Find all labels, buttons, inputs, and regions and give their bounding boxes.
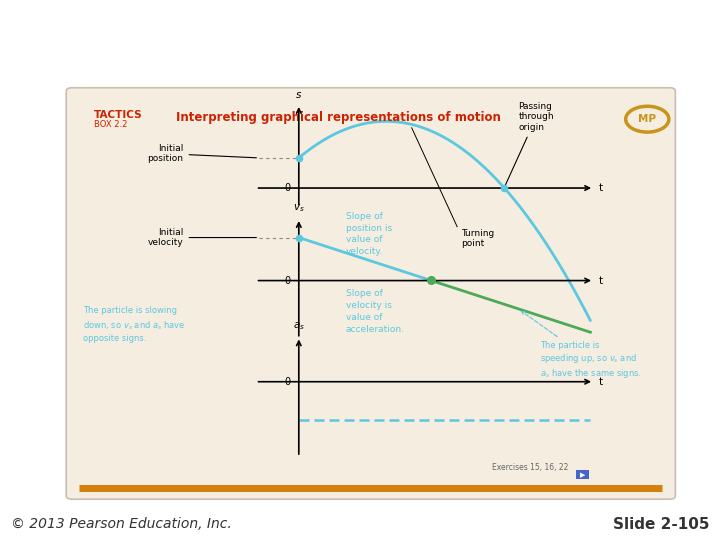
Text: MP: MP <box>638 114 657 124</box>
Text: t: t <box>599 377 603 387</box>
Text: Interpreting graphical representations of motion: Interpreting graphical representations o… <box>176 111 501 124</box>
Text: Slope of
velocity is
value of
acceleration.: Slope of velocity is value of accelerati… <box>346 289 405 334</box>
Text: of Motion: of Motion <box>13 49 148 73</box>
Text: The particle is
speeding up, so $v_s$ and
$a_s$ have the same signs.: The particle is speeding up, so $v_s$ an… <box>521 311 642 380</box>
Text: Slide 2-105: Slide 2-105 <box>613 517 709 532</box>
Text: © 2013 Pearson Education, Inc.: © 2013 Pearson Education, Inc. <box>11 517 232 531</box>
Text: Slope of
position is
value of
velocity.: Slope of position is value of velocity. <box>346 212 392 256</box>
Text: ▶: ▶ <box>580 471 585 478</box>
Text: TACTICS: TACTICS <box>94 110 143 120</box>
Text: Initial
position: Initial position <box>148 144 256 163</box>
Text: Turning
point: Turning point <box>461 229 494 248</box>
Circle shape <box>626 106 669 132</box>
Text: 0: 0 <box>284 183 290 193</box>
Text: $a_s$: $a_s$ <box>293 320 305 332</box>
Text: $v_s$: $v_s$ <box>293 202 305 214</box>
Text: Exercises 15, 16, 22: Exercises 15, 16, 22 <box>492 463 569 472</box>
Text: t: t <box>599 183 603 193</box>
Text: BOX 2.2: BOX 2.2 <box>94 120 127 129</box>
Text: 0: 0 <box>284 275 290 286</box>
Text: s: s <box>296 90 302 100</box>
Text: Passing
through
origin: Passing through origin <box>505 102 554 185</box>
Text: t: t <box>599 275 603 286</box>
Bar <box>576 470 589 480</box>
FancyBboxPatch shape <box>66 88 675 499</box>
Text: Tactics: Interpreting Graphical Representations: Tactics: Interpreting Graphical Represen… <box>13 13 685 37</box>
Text: 0: 0 <box>284 377 290 387</box>
Text: Initial
velocity: Initial velocity <box>148 228 256 247</box>
Text: The particle is slowing
down, so $v_s$ and $a_s$ have
opposite signs.: The particle is slowing down, so $v_s$ a… <box>83 306 186 343</box>
